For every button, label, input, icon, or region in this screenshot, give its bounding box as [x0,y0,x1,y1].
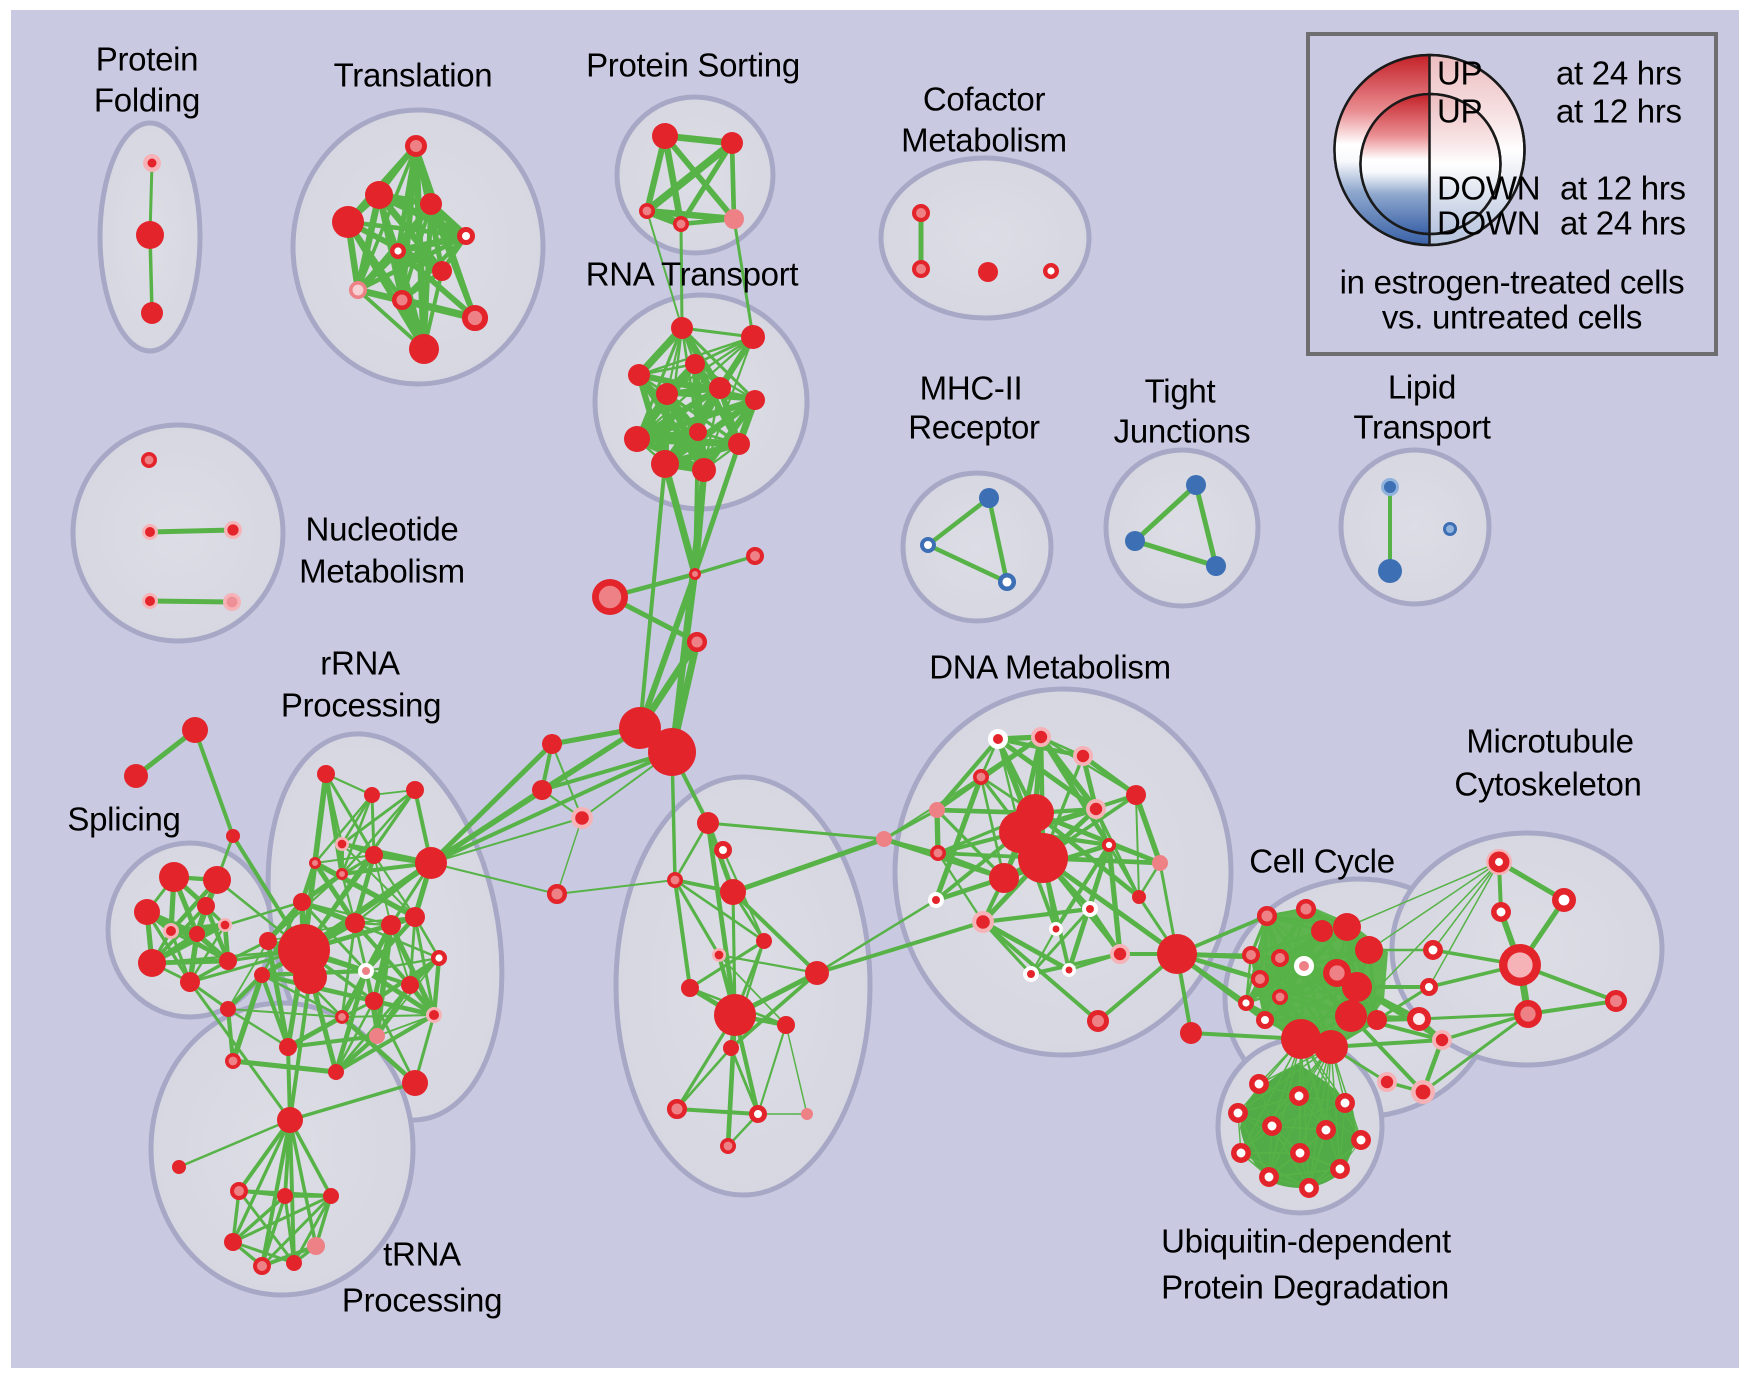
svg-text:rRNA: rRNA [320,645,400,682]
svg-text:MHC-II: MHC-II [920,370,1023,407]
svg-text:tRNA: tRNA [383,1236,461,1273]
svg-text:DNA Metabolism: DNA Metabolism [929,649,1171,686]
svg-text:UP: UP [1437,55,1482,92]
svg-text:Nucleotide: Nucleotide [306,511,459,548]
svg-text:Microtubule: Microtubule [1466,723,1633,760]
svg-text:Lipid: Lipid [1388,369,1456,406]
svg-text:Metabolism: Metabolism [901,122,1067,159]
svg-text:Tight: Tight [1145,373,1216,410]
svg-text:Splicing: Splicing [67,801,180,838]
svg-text:Translation: Translation [334,57,493,94]
svg-text:DOWN: DOWN [1437,170,1540,207]
svg-text:at 24 hrs: at 24 hrs [1556,55,1682,92]
svg-text:at 24 hrs: at 24 hrs [1560,205,1686,242]
svg-text:Receptor: Receptor [908,409,1040,446]
svg-text:DOWN: DOWN [1437,205,1540,242]
svg-text:in estrogen-treated cells: in estrogen-treated cells [1340,264,1685,301]
svg-text:Protein Degradation: Protein Degradation [1161,1269,1449,1306]
svg-text:at 12 hrs: at 12 hrs [1556,93,1682,130]
svg-text:Cell Cycle: Cell Cycle [1249,843,1395,880]
svg-text:Folding: Folding [94,82,200,119]
svg-text:at 12 hrs: at 12 hrs [1560,170,1686,207]
svg-text:UP: UP [1437,93,1482,130]
svg-text:vs. untreated cells: vs. untreated cells [1382,299,1642,336]
svg-text:Cofactor: Cofactor [923,81,1046,118]
svg-text:Junctions: Junctions [1114,413,1251,450]
svg-text:Ubiquitin-dependent: Ubiquitin-dependent [1161,1223,1451,1260]
svg-text:RNA Transport: RNA Transport [586,256,799,293]
svg-text:Cytoskeleton: Cytoskeleton [1454,766,1641,803]
svg-text:Protein Sorting: Protein Sorting [586,47,800,84]
svg-text:Transport: Transport [1353,409,1490,446]
svg-text:Protein: Protein [96,41,198,78]
svg-text:Processing: Processing [281,687,441,724]
svg-text:Metabolism: Metabolism [299,553,465,590]
svg-text:Processing: Processing [342,1282,502,1319]
